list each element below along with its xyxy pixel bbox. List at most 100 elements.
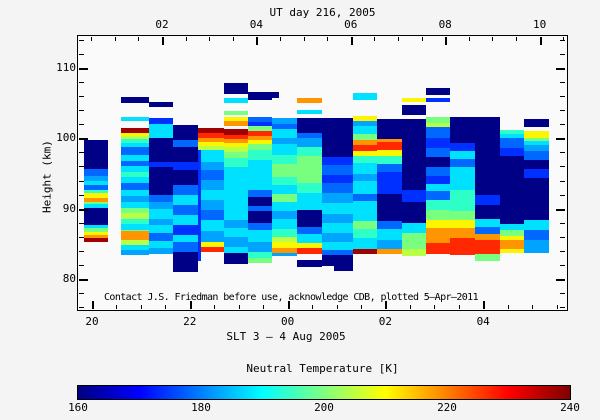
heatmap-segment [499,134,525,139]
heatmap-segment [426,88,451,95]
heatmap-segment [173,169,198,185]
y-right-tick [560,166,565,168]
heatmap-segment [272,138,298,144]
heatmap-segment [223,98,248,104]
y-left-tick [79,250,84,252]
y-right-tick [560,39,565,41]
plot-frame [77,35,568,311]
heatmap-segment [247,252,273,258]
heatmap-segment [352,248,378,255]
y-right-tick [560,194,565,196]
heatmap-segment [247,126,273,131]
y-left-tick-label: 110 [56,61,76,74]
heatmap-segment [149,202,174,210]
heatmap-segment [121,135,150,140]
heatmap-segment [223,167,248,220]
x-top-tick-label: 02 [155,18,169,31]
x-bottom-tick-label: 04 [476,315,490,328]
heatmap-segment [426,191,451,201]
y-left-tick [79,180,84,182]
heatmap-segment [297,226,322,234]
heatmap-segment [173,214,198,225]
heatmap-segment [321,241,353,251]
heatmap-segment [173,195,198,206]
heatmap-segment [401,105,427,116]
y-right-tick [560,180,565,182]
x-top-tick [350,37,353,45]
heatmap-segment [352,237,378,249]
heatmap-segment [426,117,451,123]
heatmap-segment [450,150,475,160]
heatmap-segment [474,253,500,261]
colorbar-tick-label: 160 [68,401,88,414]
heatmap-segment [474,205,500,219]
y-right-tick [560,96,565,98]
y-axis-label: Height (km) [40,140,54,213]
heatmap-segment [297,233,322,244]
heatmap-segment [352,120,378,127]
y-left-tick [79,68,88,70]
heatmap-segment [247,211,273,223]
heatmap-segment [450,167,475,190]
y-left-tick-label: 80 [62,271,76,285]
x-top-tick [398,37,399,41]
x-top-tick [539,37,542,45]
heatmap-segment [499,230,525,237]
x-top-tick [114,37,116,41]
heatmap-segment [197,169,224,180]
heatmap-segment [173,161,198,170]
x-bottom-tick [140,305,142,309]
y-left-tick-label: 100 [56,131,76,145]
heatmap-segment [377,150,402,156]
heatmap-segment [524,219,550,230]
heatmap-segment [450,228,475,239]
x-top-tick [138,37,140,41]
heatmap-segment [149,248,174,255]
heatmap-segment [247,189,273,198]
heatmap-segment [352,139,378,145]
y-right-tick [556,278,565,281]
heatmap-segment [426,167,451,177]
y-left-tick [79,39,84,41]
heatmap-segment [426,200,451,211]
colorbar-tick-label: 220 [437,401,457,414]
x-bottom-tick [92,301,94,309]
heatmap-segment [426,122,451,128]
x-top-tick [445,37,448,45]
heatmap-segment [223,227,248,237]
heatmap-segment [272,91,279,98]
heatmap-segment [297,243,322,249]
heatmap-segment [426,148,451,157]
heatmap-segment [272,163,298,177]
heatmap-segment [121,142,150,148]
heatmap-segment [474,226,500,234]
heatmap-segment [173,251,198,272]
heatmap-segment [321,203,353,214]
heatmap-segment [121,155,150,161]
heatmap-segment [121,240,150,246]
heatmap-segment [499,240,525,250]
heatmap-segment [297,110,322,115]
heatmap-segment [149,218,174,225]
heatmap-segment [197,141,224,147]
heatmap-segment [272,184,298,194]
heatmap-segment [121,212,150,219]
heatmap-segment [173,184,198,196]
heatmap-segment [223,147,248,152]
colorbar-tick-label: 180 [191,401,211,414]
heatmap-segment [149,137,174,163]
heatmap-segment [197,133,224,138]
heatmap-segment [524,160,550,170]
heatmap-segment [377,155,402,164]
heatmap-segment [197,246,224,253]
heatmap-segment [197,146,224,151]
heatmap-segment [84,193,108,199]
heatmap-segment [377,193,402,221]
heatmap-segment [121,177,150,184]
heatmap-segment [272,193,298,202]
x-bottom-tick-label: 02 [378,315,393,328]
heatmap-segment [121,224,150,230]
x-bottom-tick-label: 20 [85,315,99,328]
heatmap-segment [197,200,224,211]
heatmap-segment [84,169,108,177]
